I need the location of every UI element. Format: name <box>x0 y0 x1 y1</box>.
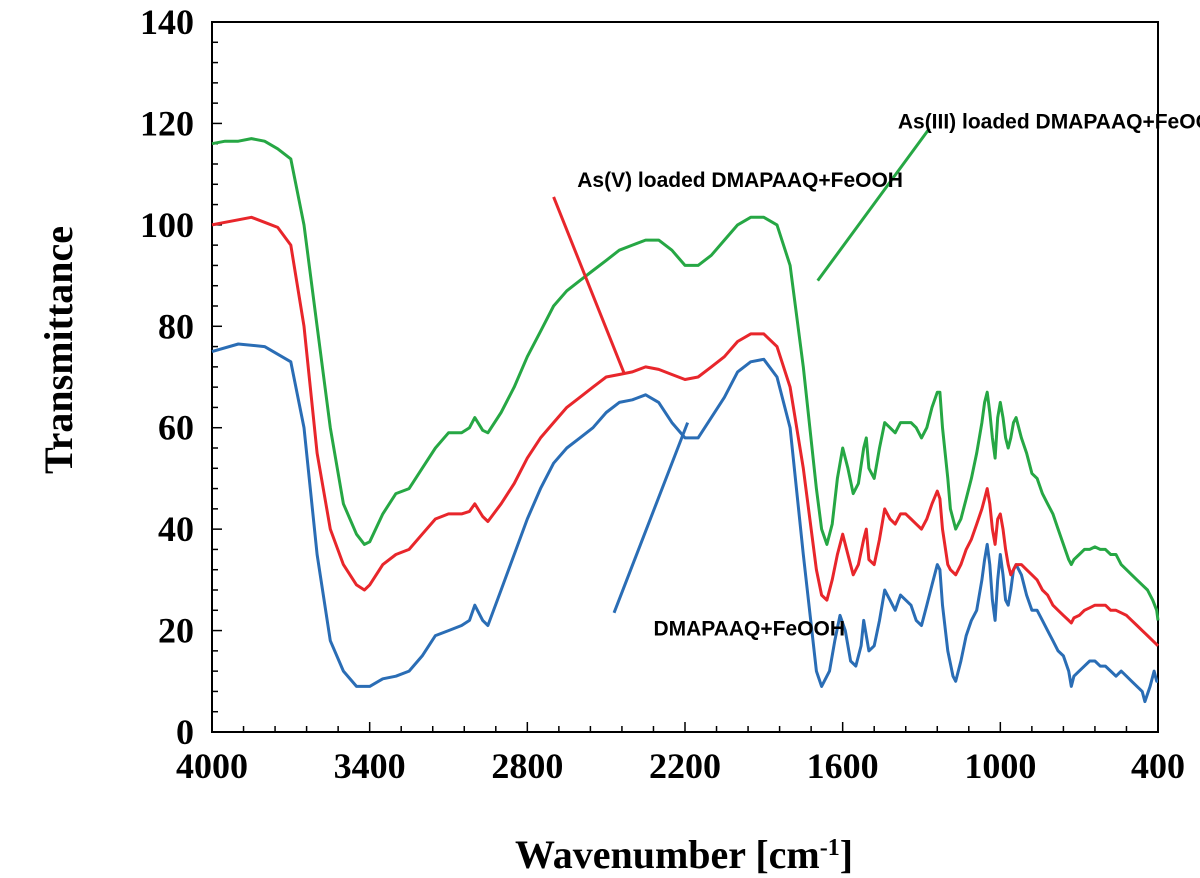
y-tick-label: 20 <box>158 611 194 651</box>
x-tick-label: 3400 <box>334 746 406 786</box>
y-tick-label: 0 <box>176 712 194 752</box>
y-tick-label: 140 <box>140 2 194 42</box>
x-axis-title-close: ] <box>840 832 853 877</box>
y-tick-label: 40 <box>158 509 194 549</box>
y-tick-label: 60 <box>158 408 194 448</box>
series-line-0 <box>211 342 1159 704</box>
annotation-leader-0 <box>816 127 931 282</box>
y-tick-label: 120 <box>140 103 194 143</box>
x-tick-label: 2200 <box>649 746 721 786</box>
x-tick-label: 1000 <box>964 746 1036 786</box>
x-tick-label: 400 <box>1131 746 1185 786</box>
series-line-1 <box>211 215 1160 647</box>
y-tick-label: 80 <box>158 306 194 346</box>
annotation-leader-1 <box>552 196 626 376</box>
series-line-2 <box>211 137 1160 621</box>
annotation-label-1: As(V) loaded DMAPAAQ+FeOOH <box>577 169 903 192</box>
x-tick-label: 4000 <box>176 746 248 786</box>
y-axis-title: Transmittance <box>36 226 81 474</box>
annotation-leader-2 <box>612 422 690 614</box>
x-axis-title-main: Wavenumber [cm <box>515 832 820 877</box>
annotation-label-2: DMAPAAQ+FeOOH <box>653 618 845 641</box>
x-axis-title: Wavenumber [cm-1] <box>515 832 853 877</box>
x-axis-title-superscript: -1 <box>820 835 840 861</box>
annotation-label-0: As(III) loaded DMAPAAQ+FeOOH <box>898 111 1200 134</box>
y-tick-label: 100 <box>140 205 194 245</box>
x-tick-label: 1600 <box>807 746 879 786</box>
x-tick-label: 2800 <box>491 746 563 786</box>
